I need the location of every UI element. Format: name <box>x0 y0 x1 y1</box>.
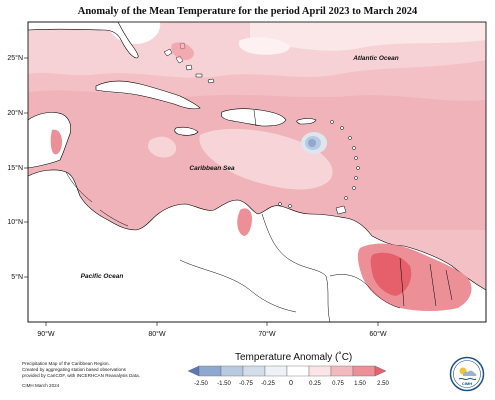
light-anomaly-west <box>148 136 177 158</box>
legend-title: Temperature Anomaly (˚C) <box>235 352 353 363</box>
colorbar-tick-label: -1.50 <box>217 381 231 387</box>
colorbar-ticks: -2.50 -1.50 -0.75 -0.25 0 0.25 0.75 1.50… <box>194 380 389 387</box>
footnote-line: Precipitation Map of the Caribbean Regio… <box>22 361 110 366</box>
border-colombia-south <box>179 259 297 313</box>
maracaibo-warm <box>237 208 252 236</box>
footnote-date: CIMH March 2024 <box>22 383 60 388</box>
colorbar-right-arrow <box>374 365 387 377</box>
footnote-line: provided by CariCOF, with INCERHCAN Rean… <box>22 373 140 378</box>
light-anomaly-caribbean <box>199 128 333 190</box>
guianas-hot <box>370 252 412 296</box>
map-frame <box>27 21 487 323</box>
hispaniola-border <box>253 109 257 127</box>
lon-tick-label: 60°W <box>369 330 387 338</box>
colorbar-swatch <box>198 365 222 377</box>
colorbar-tick-label: -0.75 <box>239 381 253 387</box>
lat-tick-label: 5°N <box>11 273 23 281</box>
land-puerto-rico <box>296 118 317 125</box>
logo-text: CIMH <box>462 381 472 386</box>
colorbar-swatch <box>242 365 266 377</box>
cold-anomaly-spot <box>301 132 327 154</box>
footnote-line: Created by aggregating station based obs… <box>22 367 126 372</box>
colorbar <box>187 365 387 377</box>
colorbar-tick-label: -2.50 <box>194 381 208 387</box>
colorbar-swatch <box>352 365 376 377</box>
map-title: Anomaly of the Mean Temperature for the … <box>77 6 418 17</box>
wave-icon <box>458 377 477 381</box>
atlantic-ocean-label: Atlantic Ocean <box>352 55 399 62</box>
land-hispaniola <box>220 108 287 127</box>
latitude-axis: 25°N 20°N 15°N 10°N 5°N <box>7 54 28 281</box>
colorbar-tick-label: -0.25 <box>261 381 275 387</box>
colorbar-swatch <box>308 365 332 377</box>
border-venezuela-brazil <box>329 274 401 309</box>
lon-tick-label: 90°W <box>37 330 55 338</box>
land-lesser-antilles <box>278 120 360 215</box>
caribbean-sea-label: Caribbean Sea <box>189 165 235 172</box>
colorbar-tick-label: 1.50 <box>354 381 366 387</box>
lon-tick-label: 80°W <box>148 330 166 338</box>
very-light-anomaly-ne <box>250 22 486 51</box>
lat-tick-label: 10°N <box>7 218 23 226</box>
border-central-america <box>65 171 129 227</box>
white-patch-east <box>238 37 290 55</box>
cloud-icon <box>463 370 477 376</box>
belize-warm <box>50 129 62 155</box>
land-yucatan <box>27 112 72 169</box>
lat-tick-label: 15°N <box>7 164 23 172</box>
land-jamaica <box>174 126 199 136</box>
footnote: Precipitation Map of the Caribbean Regio… <box>22 361 182 389</box>
lat-tick-label: 20°N <box>7 109 23 117</box>
guianas-border-3 <box>445 269 453 301</box>
guianas-border-2 <box>429 263 437 307</box>
colorbar-swatch <box>220 365 244 377</box>
colorbar-swatch <box>286 365 310 377</box>
colorbar-tick-label: 0.25 <box>309 381 321 387</box>
bahamas-warm <box>171 42 194 60</box>
colorbar-swatch <box>330 365 354 377</box>
pacific-ocean-label: Pacific Ocean <box>81 273 124 280</box>
map-area <box>27 21 487 323</box>
land-florida <box>27 21 139 59</box>
colorbar-tick-label: 0 <box>289 380 293 387</box>
lat-tick-label: 25°N <box>7 54 23 62</box>
longitude-axis: 90°W 80°W 70°W 60°W <box>37 322 387 338</box>
colorbar-swatch <box>264 365 288 377</box>
cimh-logo: CIMH <box>449 356 485 392</box>
colorbar-left-arrow <box>187 365 200 377</box>
border-colombia-venezuela <box>261 213 331 323</box>
guianas-border-1 <box>399 257 405 307</box>
lon-tick-label: 70°W <box>258 330 276 338</box>
land-cuba <box>95 80 201 110</box>
colorbar-tick-label: 0.75 <box>332 381 344 387</box>
colorbar-tick-label: 2.50 <box>377 381 389 387</box>
